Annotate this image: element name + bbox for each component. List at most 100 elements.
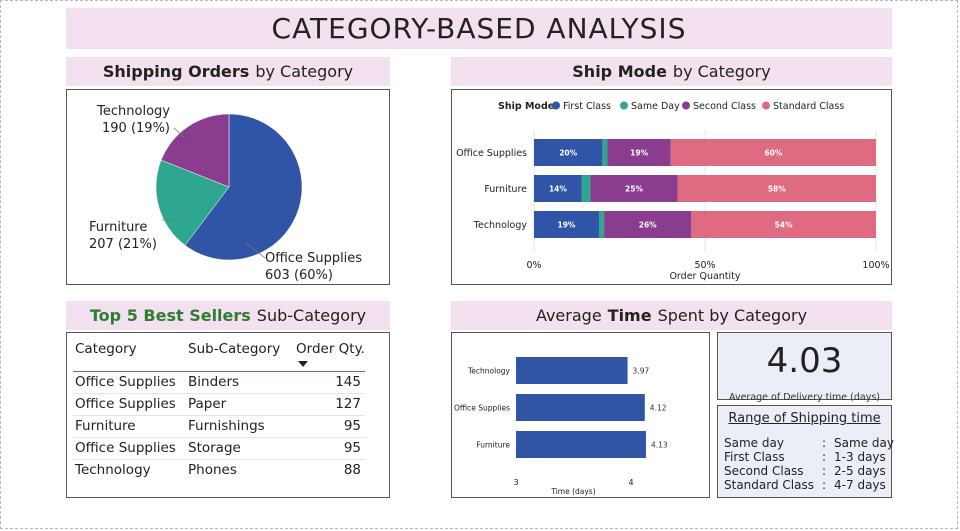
table-row[interactable]: Office Supplies Storage 95 — [73, 437, 365, 460]
table-row[interactable]: Office Supplies Binders 145 — [73, 371, 365, 394]
cell-qty: 127 — [294, 393, 365, 416]
top5-title: Top 5 Best Sellers Sub-Category — [66, 301, 390, 330]
ship-mode-data-label-technology-standard-class: 54% — [775, 221, 793, 230]
sort-descending-icon[interactable] — [298, 361, 308, 367]
top5-title-rest: Sub-Category — [256, 306, 367, 325]
range-separator: : — [821, 436, 827, 450]
avg-time-data-label-office-supplies: 4.12 — [650, 404, 667, 413]
cell-category: Office Supplies — [73, 393, 186, 416]
ship-mode-title-bold: Ship Mode — [572, 62, 667, 81]
pie-label-value-technology: 190 (19%) — [102, 121, 170, 136]
top5-header-row: Category Sub-Category Order Qty. — [73, 341, 365, 372]
ship-mode-bar-furniture-standard-class[interactable] — [677, 175, 876, 202]
ship-mode-bar-technology-same-day[interactable] — [598, 211, 605, 238]
pie-label-name-technology: Technology — [96, 104, 170, 119]
range-row: Same day : Same day — [722, 436, 896, 450]
shipping-orders-title: Shipping Orders by Category — [66, 57, 390, 86]
column-header-order-qty[interactable]: Order Qty. — [294, 341, 365, 372]
shipping-orders-title-rest: by Category — [255, 62, 354, 81]
range-row: Standard Class : 4-7 days — [722, 478, 896, 492]
cell-category: Office Supplies — [73, 371, 186, 394]
ship-mode-bar-technology-first-class[interactable] — [534, 211, 599, 238]
cell-category: Technology — [75, 462, 151, 479]
x-tick-0: 0% — [526, 260, 541, 271]
shipping-orders-title-bold: Shipping Orders — [102, 62, 250, 81]
avg-time-bar-furniture[interactable] — [516, 431, 646, 458]
avg-time-data-label-furniture: 4.13 — [651, 441, 668, 450]
ship-mode-stacked-bar-chart: Ship Mode First Class Same Day Second Class… — [456, 101, 890, 282]
cell-qty: 95 — [294, 437, 365, 460]
table-row[interactable]: Technology Phones 88 — [73, 459, 365, 481]
legend-marker-first-class[interactable] — [552, 101, 560, 110]
shipping-orders-pie-chart: Office Supplies 603 (60%) Furniture 207 (21… — [89, 104, 362, 283]
ship-mode-bar-furniture-second-class[interactable] — [590, 175, 678, 202]
legend-marker-standard-class[interactable] — [762, 101, 770, 110]
column-header-category[interactable]: Category — [73, 341, 186, 372]
pie-label-name-office-supplies: Office Supplies — [265, 251, 362, 266]
kpi-label: Average of Delivery time (days) — [729, 392, 880, 403]
ship-mode-category-label-technology: Technology — [473, 220, 528, 231]
ship-mode-data-label-office-supplies-first-class: 20% — [559, 149, 577, 158]
ship-mode-data-label-technology-second-class: 26% — [639, 221, 657, 230]
ship-mode-bar-office-supplies-same-day[interactable] — [602, 139, 608, 166]
avg-time-category-label-technology: Technology — [467, 367, 511, 376]
pie-label-value-office-supplies: 603 (60%) — [265, 268, 333, 283]
range-value: 4-7 days — [834, 478, 886, 492]
legend-marker-second-class[interactable] — [682, 101, 690, 110]
avg-time-x-tick-3: 3 — [513, 478, 518, 487]
pie-label-name-furniture: Furniture — [89, 220, 147, 235]
cell-subcategory: Storage — [186, 437, 294, 460]
legend-marker-same-day[interactable] — [620, 101, 628, 110]
x-tick-50: 50% — [694, 260, 715, 271]
pie-slice-furniture[interactable] — [155, 159, 230, 246]
ship-mode-bar-office-supplies-standard-class[interactable] — [670, 139, 876, 166]
x-tick-100: 100% — [862, 260, 889, 271]
pie-slice-technology[interactable] — [160, 113, 230, 188]
ship-mode-category-label-office-supplies: Office Supplies — [456, 148, 527, 159]
page-title: CATEGORY-BASED ANALYSIS — [66, 8, 892, 49]
ship-mode-bar-furniture-first-class[interactable] — [534, 175, 582, 202]
legend-label-standard-class[interactable]: Standard Class — [773, 101, 844, 112]
avg-time-title-bold: Time — [607, 306, 652, 325]
avg-delivery-kpi-card: 4.03 Average of Delivery time (days) — [717, 332, 892, 403]
ship-mode-bar-furniture-same-day[interactable] — [581, 175, 591, 202]
range-separator: : — [821, 464, 827, 478]
legend-title: Ship Mode — [498, 101, 554, 112]
range-row: Second Class : 2-5 days — [722, 464, 896, 478]
avg-time-bar-office-supplies[interactable] — [516, 394, 645, 421]
ship-mode-title: Ship Mode by Category — [451, 57, 892, 86]
range-value: 1-3 days — [834, 450, 886, 464]
top5-table-panel: Category Sub-Category Order Qty. Office … — [66, 332, 390, 498]
ship-mode-bar-technology-standard-class[interactable] — [691, 211, 876, 238]
cell-subcategory: Binders — [186, 371, 294, 394]
pie-label-value-furniture: 207 (21%) — [89, 237, 157, 252]
ship-mode-bar-office-supplies-first-class[interactable] — [534, 139, 603, 166]
legend-label-second-class[interactable]: Second Class — [693, 101, 756, 112]
ship-mode-x-axis-label: Order Quantity — [669, 271, 740, 282]
range-table: Same day : Same day First Class : 1-3 da… — [722, 436, 896, 492]
avg-time-category-label-furniture: Furniture — [476, 441, 510, 450]
ship-mode-data-label-technology-first-class: 19% — [558, 221, 576, 230]
ship-mode-title-rest: by Category — [672, 62, 771, 81]
avg-time-panel: Technology 3.97 Office Supplies 4.12 Furnitu… — [451, 332, 710, 498]
legend-label-first-class[interactable]: First Class — [563, 101, 611, 112]
pie-slice-office-supplies[interactable] — [184, 113, 303, 261]
ship-mode-bar-office-supplies-second-class[interactable] — [607, 139, 671, 166]
ship-mode-data-label-furniture-first-class: 14% — [549, 185, 567, 194]
ship-mode-bar-technology-second-class[interactable] — [604, 211, 692, 238]
range-mode: First Class — [724, 450, 785, 464]
range-title: Range of Shipping time — [728, 411, 881, 426]
table-row[interactable]: Furniture Furnishings 95 — [73, 415, 365, 438]
avg-time-bar-technology[interactable] — [516, 357, 628, 384]
shipping-range-card: Range of Shipping time Same day : Same d… — [717, 405, 894, 498]
table-row[interactable]: Office Supplies Paper 127 — [73, 393, 365, 416]
avg-time-title-pre: Average — [535, 306, 602, 325]
range-mode: Same day — [724, 436, 784, 450]
range-separator: : — [821, 478, 827, 492]
range-separator: : — [821, 450, 827, 464]
column-header-subcategory[interactable]: Sub-Category — [186, 341, 294, 372]
cell-category: Furniture — [73, 415, 186, 438]
kpi-value: 4.03 — [766, 341, 843, 381]
legend-label-same-day[interactable]: Same Day — [631, 101, 680, 112]
